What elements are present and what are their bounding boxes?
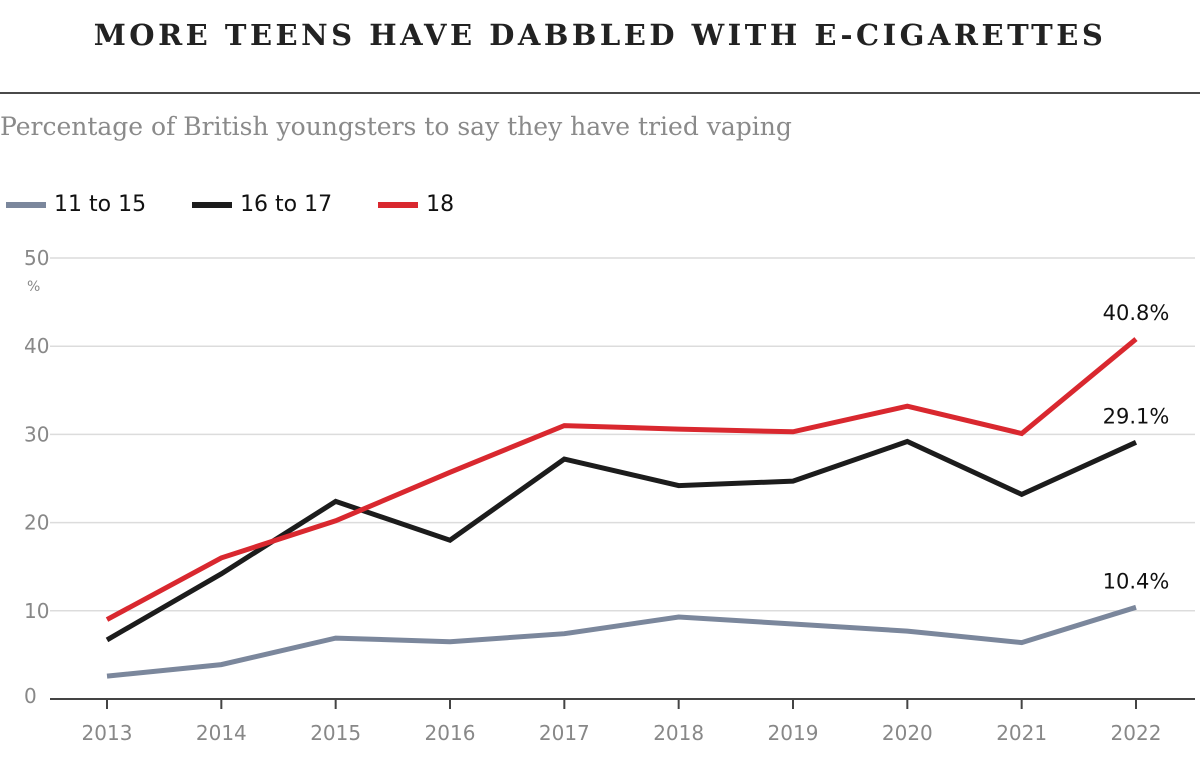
data-point-11-to-15-2015: [333, 636, 338, 641]
data-point-18-2016: [448, 470, 453, 475]
legend: 11 to 15 16 to 17 18: [6, 192, 500, 217]
legend-item-18: 18: [378, 192, 454, 217]
data-point-16-to-17-2018: [676, 483, 681, 488]
data-point-18-2014: [219, 555, 224, 560]
data-point-16-to-17-2013: [105, 637, 110, 642]
data-point-11-to-15-2020: [905, 629, 910, 634]
x-tick-label-2017: 2017: [539, 721, 590, 745]
data-point-11-to-15-2018: [676, 614, 681, 619]
data-point-16-to-17-2019: [791, 479, 796, 484]
data-point-11-to-15-2019: [791, 622, 796, 627]
legend-swatch-16-to-17: [192, 201, 233, 208]
data-point-18-2022: [1134, 337, 1139, 342]
end-label-18: 40.8%: [1103, 301, 1170, 325]
data-point-18-2021: [1019, 431, 1024, 436]
data-point-18-2020: [905, 404, 910, 409]
series-line-18: [105, 337, 1138, 622]
end-label-16-to-17: 29.1%: [1103, 404, 1170, 428]
x-tick-label-2016: 2016: [425, 721, 476, 745]
data-point-16-to-17-2022: [1134, 440, 1139, 445]
data-point-11-to-15-2014: [219, 662, 224, 667]
end-label-11-to-15: 10.4%: [1103, 569, 1170, 593]
y-unit-label: %: [27, 279, 40, 295]
x-tick-label-2018: 2018: [653, 721, 704, 745]
data-point-18-2019: [791, 429, 796, 434]
legend-label-18: 18: [426, 192, 455, 217]
y-tick-label-20: 20: [24, 511, 49, 535]
data-point-18-2013: [105, 617, 110, 622]
series-line-11-to-15: [106, 604, 1137, 679]
x-tick-label-2020: 2020: [882, 721, 933, 745]
x-tick-label-2021: 2021: [996, 721, 1047, 745]
legend-item-16-to-17: 16 to 17: [192, 192, 332, 217]
x-tick-label-2014: 2014: [196, 721, 247, 745]
legend-item-11-to-15: 11 to 15: [6, 192, 146, 217]
data-point-11-to-15-2021: [1019, 640, 1024, 645]
data-point-16-to-17-2016: [448, 538, 453, 543]
data-point-11-to-15-2016: [448, 639, 453, 644]
legend-swatch-18: [378, 201, 419, 208]
data-point-18-2017: [562, 423, 567, 428]
legend-label-11-to-15: 11 to 15: [54, 192, 147, 217]
title-divider: [0, 92, 1200, 94]
data-point-11-to-15-2017: [562, 631, 567, 636]
data-point-11-to-15-2013: [105, 674, 110, 679]
x-tick-label-2019: 2019: [768, 721, 819, 745]
y-tick-label-50: 50: [24, 246, 49, 270]
legend-label-16-to-17: 16 to 17: [240, 192, 333, 217]
y-tick-label-0: 0: [24, 684, 37, 708]
chart-title: MORE TEENS HAVE DABBLED WITH E-CIGARETTE…: [93, 18, 1107, 52]
data-point-16-to-17-2017: [562, 457, 567, 462]
data-point-18-2015: [333, 518, 338, 523]
data-point-16-to-17-2020: [905, 439, 910, 444]
y-tick-label-10: 10: [24, 599, 49, 623]
legend-swatch-11-to-15: [6, 201, 46, 208]
data-point-16-to-17-2015: [333, 499, 338, 504]
x-tick-label-2022: 2022: [1111, 721, 1162, 745]
data-point-11-to-15-2022: [1134, 605, 1139, 610]
x-tick-label-2013: 2013: [82, 721, 133, 745]
y-tick-label-40: 40: [24, 334, 49, 358]
data-point-16-to-17-2014: [219, 571, 224, 576]
y-tick-label-30: 30: [24, 422, 49, 446]
data-point-16-to-17-2021: [1019, 492, 1024, 497]
data-point-18-2018: [676, 427, 681, 432]
chart-subtitle: Percentage of British youngsters to say …: [0, 112, 792, 141]
x-tick-label-2015: 2015: [310, 721, 361, 745]
